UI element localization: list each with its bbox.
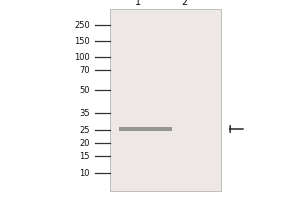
Text: 2: 2 — [182, 0, 188, 7]
Text: 250: 250 — [74, 21, 90, 29]
Bar — [110, 9, 220, 191]
Text: 50: 50 — [80, 86, 90, 95]
Text: 35: 35 — [80, 108, 90, 117]
Text: 25: 25 — [80, 126, 90, 135]
Text: 70: 70 — [80, 66, 90, 75]
Text: 15: 15 — [80, 152, 90, 161]
Text: 150: 150 — [74, 36, 90, 46]
Text: 100: 100 — [74, 52, 90, 62]
Bar — [118, 127, 172, 131]
Text: 1: 1 — [135, 0, 141, 7]
Text: 20: 20 — [80, 138, 90, 148]
Text: 10: 10 — [80, 168, 90, 178]
